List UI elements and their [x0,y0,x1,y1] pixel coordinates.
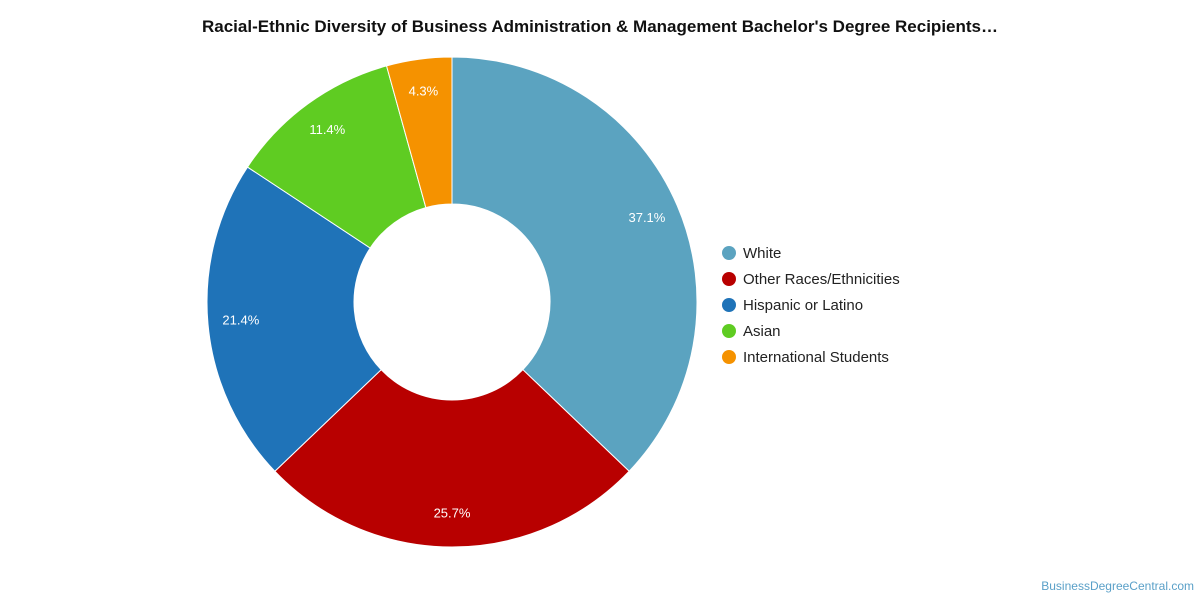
legend-item-other-races[interactable]: Other Races/Ethnicities [722,266,900,292]
slice-value-label-3: 11.4% [309,122,345,137]
legend-label: Asian [743,322,781,340]
legend-label: White [743,244,782,262]
donut-slice-labels: 37.1% 25.7% 21.4% 11.4% 4.3% [222,83,665,520]
chart-legend: White Other Races/Ethnicities Hispanic o… [722,240,900,370]
slice-value-label-2: 21.4% [222,312,259,327]
slice-value-label-4: 4.3% [409,83,439,98]
donut-slice-0[interactable] [451,56,698,472]
legend-label: Hispanic or Latino [743,296,864,314]
legend-swatch [722,246,736,260]
legend-item-hispanic[interactable]: Hispanic or Latino [722,292,900,318]
legend-swatch [722,350,736,364]
donut-slices [206,56,698,548]
donut-slice-4[interactable] [385,56,453,209]
legend-swatch [722,272,736,286]
donut-slice-1[interactable] [274,368,630,548]
legend-item-white[interactable]: White [722,240,900,266]
source-credit-link[interactable]: BusinessDegreeCentral.com [1041,579,1194,593]
legend-swatch [722,298,736,312]
slice-value-label-0: 37.1% [628,210,665,225]
legend-item-international[interactable]: International Students [722,344,900,370]
donut-slice-2[interactable] [206,166,382,472]
legend-item-asian[interactable]: Asian [722,318,900,344]
legend-label: Other Races/Ethnicities [743,270,900,288]
donut-slice-3[interactable] [246,65,427,249]
slice-value-label-1: 25.7% [434,505,471,520]
legend-swatch [722,324,736,338]
legend-label: International Students [743,348,889,366]
chart-title: Racial-Ethnic Diversity of Business Admi… [201,17,998,36]
